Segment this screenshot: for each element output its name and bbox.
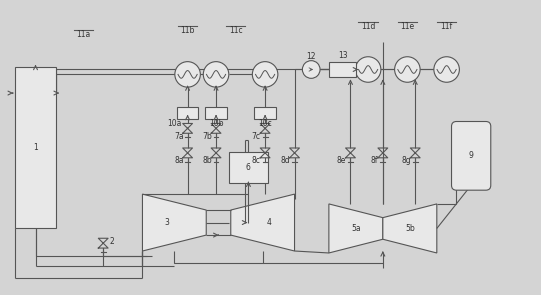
- Bar: [205, 107, 227, 119]
- Text: 11c: 11c: [229, 26, 242, 35]
- Polygon shape: [231, 194, 294, 251]
- Text: 5b: 5b: [405, 224, 415, 233]
- Text: 4: 4: [267, 218, 272, 227]
- Bar: [254, 107, 276, 119]
- Polygon shape: [329, 204, 383, 253]
- Text: 1: 1: [33, 143, 38, 152]
- Text: 13: 13: [338, 51, 347, 60]
- Text: 11e: 11e: [400, 22, 414, 31]
- Text: 11a: 11a: [76, 30, 91, 39]
- Circle shape: [394, 57, 420, 82]
- Text: 8d: 8d: [281, 156, 291, 165]
- Text: 8e: 8e: [337, 156, 346, 165]
- Text: 11d: 11d: [361, 22, 375, 31]
- Text: 8b: 8b: [202, 156, 212, 165]
- Circle shape: [302, 61, 320, 78]
- Bar: [329, 62, 357, 77]
- Text: 12: 12: [306, 52, 316, 61]
- Text: 6: 6: [246, 163, 251, 172]
- Text: 2: 2: [110, 237, 114, 246]
- Text: 8c: 8c: [252, 156, 261, 165]
- Circle shape: [203, 62, 229, 87]
- Circle shape: [175, 62, 200, 87]
- Text: 7b: 7b: [202, 132, 212, 141]
- Text: 8f: 8f: [370, 156, 378, 165]
- Text: 10b: 10b: [209, 119, 223, 128]
- Circle shape: [434, 57, 459, 82]
- Text: 10c: 10c: [258, 119, 272, 128]
- Text: 7a: 7a: [174, 132, 183, 141]
- Text: 9: 9: [469, 151, 473, 160]
- Text: 3: 3: [164, 218, 169, 227]
- Text: 5a: 5a: [351, 224, 361, 233]
- Circle shape: [355, 57, 381, 82]
- Text: 11f: 11f: [440, 22, 453, 31]
- Bar: [229, 152, 268, 183]
- Text: 8a: 8a: [174, 156, 183, 165]
- Polygon shape: [383, 204, 437, 253]
- Bar: [15, 67, 56, 228]
- Polygon shape: [142, 194, 206, 251]
- Text: 8g: 8g: [401, 156, 411, 165]
- Text: 11b: 11b: [180, 26, 195, 35]
- Text: 7c: 7c: [252, 132, 261, 141]
- Bar: [177, 107, 199, 119]
- Text: 10a: 10a: [168, 119, 182, 128]
- Circle shape: [252, 62, 278, 87]
- FancyBboxPatch shape: [452, 122, 491, 190]
